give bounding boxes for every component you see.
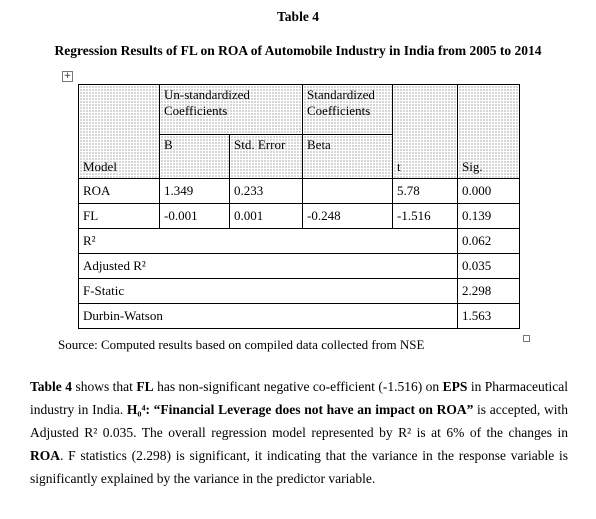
header-cell: Sig. — [457, 84, 520, 179]
header-cell: t — [392, 84, 458, 179]
cell: 5.78 — [392, 178, 458, 204]
cell: Adjusted R² — [78, 253, 458, 279]
header-cell: B — [159, 134, 230, 179]
cell: 0.000 — [457, 178, 520, 204]
text-run: in Pharmaceutical industry in India. — [30, 379, 568, 417]
cell: 1.563 — [457, 303, 520, 329]
cell: 0.062 — [457, 228, 520, 254]
cell: R² — [78, 228, 458, 254]
cell: 0.001 — [229, 203, 303, 229]
text-run: FL — [136, 379, 154, 394]
text-run: shows that — [71, 379, 137, 394]
table-caption: Regression Results of FL on ROA of Autom… — [54, 43, 542, 58]
header-cell: Std. Error — [229, 134, 303, 179]
text-run: . F statistics (2.298) is significant, i… — [30, 448, 568, 486]
cell: 1.349 — [159, 178, 230, 204]
text-run: is accepted, with Adjusted R² 0.035. The… — [30, 402, 568, 440]
source-note: Source: Computed results based on compil… — [58, 337, 425, 352]
table-title: Table 4 — [277, 9, 319, 24]
text-run: EPS — [442, 379, 468, 394]
resize-handle[interactable] — [523, 335, 530, 342]
text-run: H₀⁴: “Financial Leverage does not have a… — [126, 402, 474, 417]
paragraph: Table 4 shows that FL has non-significan… — [30, 375, 568, 490]
header-cell: Beta — [302, 134, 393, 179]
header-cell: Standardized Coefficients — [302, 84, 393, 135]
cell: 0.233 — [229, 178, 303, 204]
cell: 2.298 — [457, 278, 520, 304]
text-run: ROA — [30, 448, 60, 463]
cell — [302, 178, 393, 204]
text-run: has non-significant negative co-efficien… — [153, 379, 443, 394]
table-anchor[interactable]: + — [62, 71, 73, 82]
header-cell: Un-standardized Coefficients — [159, 84, 303, 135]
cell: 0.035 — [457, 253, 520, 279]
cell: F-Static — [78, 278, 458, 304]
cell: FL — [78, 203, 160, 229]
header-cell: Model — [78, 84, 160, 179]
cell: -1.516 — [392, 203, 458, 229]
cell: -0.001 — [159, 203, 230, 229]
cell: -0.248 — [302, 203, 393, 229]
cell: Durbin-Watson — [78, 303, 458, 329]
cell: ROA — [78, 178, 160, 204]
cell: 0.139 — [457, 203, 520, 229]
regression-table: Model Un-standardized Coefficients Stand… — [78, 84, 520, 329]
text-run: Table 4 — [30, 379, 72, 394]
